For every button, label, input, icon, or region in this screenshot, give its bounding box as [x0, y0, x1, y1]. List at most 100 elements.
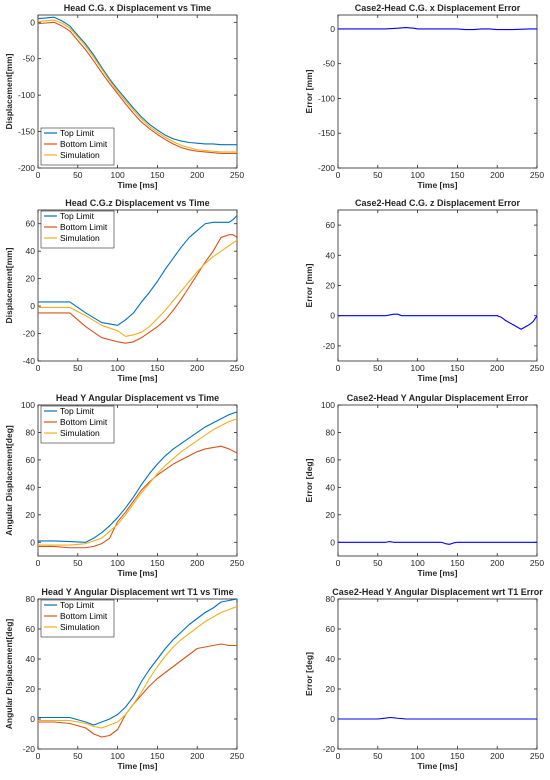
x-axis-label: Time [ms]: [118, 568, 158, 578]
y-tick-label: -20: [323, 341, 336, 351]
x-tick-label: 250: [230, 363, 244, 373]
x-tick-label: 50: [373, 751, 383, 761]
y-tick-label: 40: [326, 482, 336, 492]
y-tick-label: 60: [26, 624, 36, 634]
x-tick-label: 150: [450, 363, 464, 373]
x-tick-label: 0: [36, 558, 41, 568]
x-axis-label: Time [ms]: [418, 180, 458, 190]
x-tick-label: 100: [111, 170, 125, 180]
plot-area: [337, 14, 538, 169]
y-tick-label: 20: [26, 274, 36, 284]
series-line-error: [338, 313, 537, 330]
chart-panel-2: 0 50 100 150 200 250 -200 -150 -100 -50 0 Case2-Hea…: [304, 3, 544, 190]
x-axis-label: Time [ms]: [118, 180, 158, 190]
series-line-error: [338, 716, 537, 720]
y-axis-label: Error [deg]: [304, 458, 314, 502]
x-tick-label: 100: [411, 363, 425, 373]
x-tick-label: 0: [336, 558, 341, 568]
x-tick-label: 150: [150, 751, 164, 761]
x-tick-label: 100: [411, 751, 425, 761]
x-tick-label: 200: [490, 751, 504, 761]
x-axis-label: Time [ms]: [418, 761, 458, 771]
legend-entry: Bottom Limit: [60, 611, 108, 621]
y-axis-label: Error [mm]: [304, 263, 314, 307]
y-tick-label: 40: [26, 482, 36, 492]
legend-entry: Simulation: [60, 428, 100, 438]
x-tick-label: 250: [530, 751, 544, 761]
y-tick-label: 60: [326, 624, 336, 634]
legend-entry: Top Limit: [60, 128, 95, 138]
x-tick-label: 200: [490, 363, 504, 373]
series-line-top-limit: [38, 16, 237, 146]
y-axis-label: Angular Displacement[deg]: [4, 425, 14, 536]
y-tick-label: 20: [26, 510, 36, 520]
x-tick-label: 150: [150, 363, 164, 373]
x-tick-label: 250: [230, 751, 244, 761]
y-tick-label: -100: [18, 90, 35, 100]
series-line-bottom-limit: [38, 445, 237, 549]
x-tick-label: 150: [450, 558, 464, 568]
y-tick-label: -20: [23, 329, 36, 339]
y-tick-label: 0: [330, 714, 335, 724]
y-tick-label: 80: [326, 427, 336, 437]
chart-panel-5: 0 50 100 150 200 250 0 20 40 60 80 100 Head Y Angula…: [4, 393, 244, 578]
y-tick-label: 60: [26, 455, 36, 465]
plot-area: [337, 404, 538, 557]
chart-title: Head C.G. x Displacement vs Time: [64, 3, 211, 13]
x-tick-label: 50: [373, 363, 383, 373]
x-tick-label: 200: [190, 363, 204, 373]
x-tick-label: 250: [230, 170, 244, 180]
y-tick-label: 100: [21, 400, 35, 410]
x-tick-label: 250: [530, 170, 544, 180]
x-tick-label: 100: [111, 363, 125, 373]
legend-entry: Bottom Limit: [60, 417, 108, 427]
x-tick-label: 200: [190, 170, 204, 180]
series-line-error: [338, 541, 537, 545]
y-tick-label: 20: [326, 510, 336, 520]
x-tick-label: 50: [373, 170, 383, 180]
y-tick-label: 40: [26, 246, 36, 256]
x-tick-label: 100: [411, 170, 425, 180]
chart-title: Case2-Head C.G. x Displacement Error: [355, 3, 521, 13]
x-tick-label: 200: [190, 558, 204, 568]
x-tick-label: 50: [73, 751, 83, 761]
series-line-simulation: [38, 239, 237, 337]
x-tick-label: 150: [150, 558, 164, 568]
x-tick-label: 0: [336, 363, 341, 373]
y-tick-label: 0: [30, 714, 35, 724]
legend-entry: Simulation: [60, 150, 100, 160]
legend-box: [40, 210, 115, 249]
x-tick-label: 0: [336, 751, 341, 761]
series-line-bottom-limit: [38, 234, 237, 344]
y-tick-label: 80: [26, 594, 36, 604]
x-tick-label: 150: [450, 751, 464, 761]
chart-title: Head C.G.z Displacement vs Time: [65, 198, 209, 208]
y-tick-label: 40: [26, 654, 36, 664]
series-line-error: [338, 26, 537, 31]
x-tick-label: 100: [411, 558, 425, 568]
y-tick-label: -150: [318, 128, 335, 138]
y-tick-label: 0: [30, 537, 35, 547]
chart-title: Case2-Head Y Angular Displacement Error: [347, 393, 529, 403]
y-tick-label: 20: [326, 684, 336, 694]
y-tick-label: 40: [326, 654, 336, 664]
y-tick-label: 0: [330, 311, 335, 321]
x-axis-label: Time [ms]: [118, 761, 158, 771]
x-tick-label: 150: [450, 170, 464, 180]
series-line-simulation: [38, 19, 237, 153]
x-tick-label: 200: [490, 558, 504, 568]
y-tick-label: 20: [326, 281, 336, 291]
plot-area: [337, 598, 538, 750]
legend-entry: Top Limit: [60, 406, 95, 416]
y-axis-label: Angular Displacement[deg]: [4, 619, 14, 730]
legend-entry: Top Limit: [60, 600, 95, 610]
y-tick-label: -200: [18, 163, 35, 173]
x-tick-label: 50: [73, 170, 83, 180]
y-tick-label: 20: [26, 684, 36, 694]
legend-entry: Top Limit: [60, 211, 95, 221]
legend-box: [40, 405, 115, 444]
legend-box: [40, 599, 115, 638]
